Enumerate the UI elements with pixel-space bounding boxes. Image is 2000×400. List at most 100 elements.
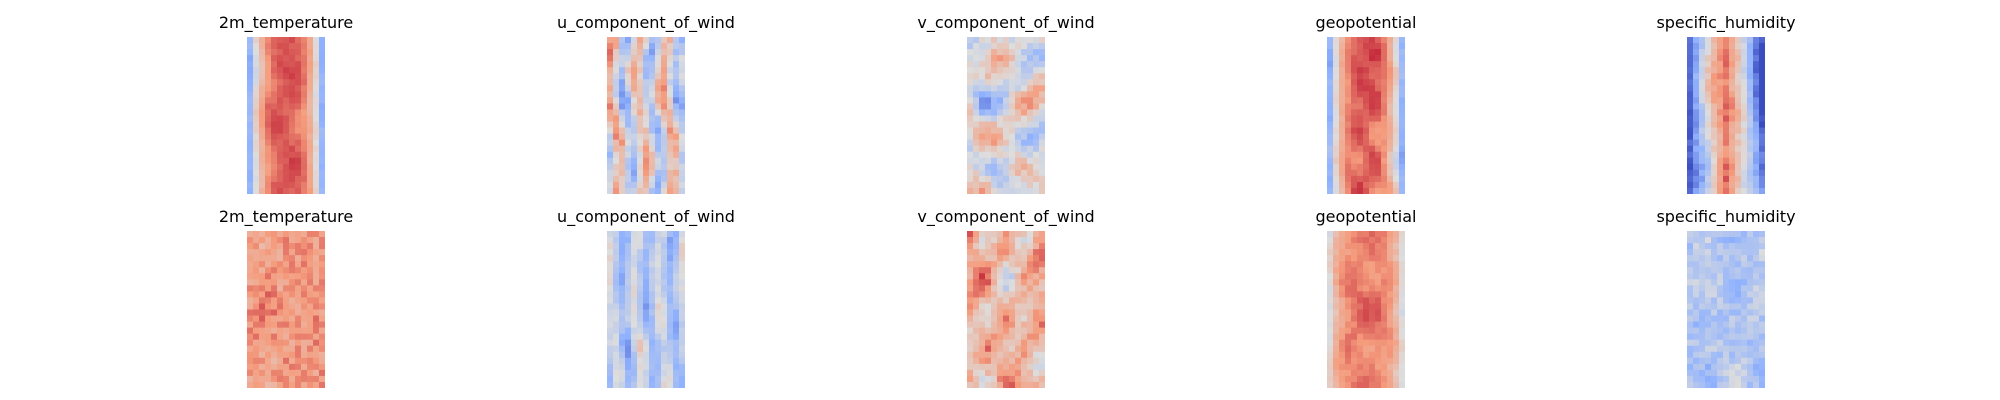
heatmap-cell	[1357, 255, 1364, 262]
heatmap-cell	[997, 273, 1004, 280]
heatmap-cell	[1039, 327, 1045, 335]
heatmap-cell	[1357, 291, 1364, 299]
heatmap-cell	[1705, 315, 1712, 323]
heatmap-cell	[1327, 297, 1334, 305]
heatmap-cell	[643, 309, 650, 317]
heatmap-cell	[1339, 333, 1346, 341]
heatmap-cell	[1387, 127, 1394, 135]
heatmap-cell	[283, 187, 290, 194]
heatmap-cell	[985, 79, 992, 86]
heatmap-cell	[1015, 187, 1022, 194]
heatmap-cell	[967, 255, 974, 262]
heatmap-cell	[625, 381, 632, 388]
heatmap-cell	[289, 127, 296, 135]
heatmap-cell	[1003, 327, 1010, 335]
heatmap-cell	[979, 43, 986, 50]
heatmap-cell	[1381, 187, 1388, 194]
heatmap-cell	[661, 333, 668, 341]
heatmap-cell	[253, 91, 260, 98]
heatmap-cell	[985, 115, 992, 123]
heatmap-cell	[1375, 345, 1382, 353]
heatmap-cell	[979, 279, 986, 286]
heatmap-cell	[667, 333, 674, 341]
heatmap-cell	[1351, 85, 1358, 92]
heatmap-cell	[319, 169, 325, 177]
heatmap-cell	[1039, 43, 1045, 50]
heatmap-cell	[1381, 133, 1388, 141]
heatmap-cell	[985, 67, 992, 74]
heatmap-cell	[1729, 37, 1736, 44]
heatmap-cell	[265, 345, 272, 353]
heatmap-cell	[295, 255, 302, 262]
heatmap-cell	[1693, 333, 1700, 341]
heatmap-cell	[301, 163, 308, 171]
heatmap-cell	[1687, 261, 1694, 268]
heatmap-cell	[247, 339, 254, 347]
heatmap-cell	[661, 249, 668, 256]
heatmap-cell	[295, 115, 302, 123]
heatmap-cell	[247, 369, 254, 377]
heatmap-cell	[1729, 139, 1736, 147]
heatmap-cell	[991, 139, 998, 147]
heatmap-cell	[613, 115, 620, 123]
heatmap-cell	[1741, 381, 1748, 388]
heatmap-cell	[679, 339, 685, 347]
heatmap-cell	[973, 73, 980, 80]
heatmap-cell	[1687, 37, 1694, 44]
heatmap-cell	[1717, 85, 1724, 92]
heatmap-cell	[1687, 181, 1694, 189]
heatmap-cell	[1705, 249, 1712, 256]
heatmap-cell	[991, 55, 998, 62]
heatmap-cell	[619, 279, 626, 286]
heatmap-cell	[1027, 151, 1034, 159]
heatmap-cell	[1039, 351, 1045, 359]
heatmap-cell	[1747, 321, 1754, 329]
heatmap-cell	[997, 231, 1004, 238]
heatmap-cell	[985, 91, 992, 98]
heatmap-cell	[1381, 37, 1388, 44]
heatmap-cell	[637, 73, 644, 80]
heatmap-cell	[265, 303, 272, 311]
heatmap-cell	[1339, 187, 1346, 194]
heatmap-cell	[247, 261, 254, 268]
heatmap-cell	[625, 145, 632, 153]
heatmap-cell	[1753, 85, 1760, 92]
heatmap-cell	[655, 121, 662, 129]
heatmap-cell	[1015, 67, 1022, 74]
heatmap-cell	[259, 127, 266, 135]
heatmap-cell	[265, 279, 272, 286]
heatmap-cell	[283, 237, 290, 244]
heatmap-cell	[613, 85, 620, 92]
heatmap-cell	[649, 327, 656, 335]
heatmap-cell	[1375, 351, 1382, 359]
heatmap-cell	[625, 103, 632, 111]
heatmap-cell	[967, 339, 974, 347]
heatmap-cell	[1015, 303, 1022, 311]
heatmap-cell	[625, 351, 632, 359]
heatmap-cell	[289, 151, 296, 159]
heatmap-cell	[1351, 91, 1358, 98]
panel-title: v_component_of_wind	[917, 13, 1095, 32]
heatmap-cell	[1027, 175, 1034, 183]
heatmap-cell	[319, 261, 325, 268]
heatmap-cell	[277, 309, 284, 317]
heatmap-cell	[1699, 261, 1706, 268]
heatmap-cell	[967, 375, 974, 383]
heatmap-cell	[1003, 255, 1010, 262]
heatmap-cell	[1339, 43, 1346, 50]
heatmap-cell	[607, 79, 614, 86]
heatmap-cell	[967, 169, 974, 177]
heatmap-cell	[1375, 375, 1382, 383]
heatmap-cell	[643, 55, 650, 62]
heatmap-cell	[967, 37, 974, 44]
heatmap-cell	[1387, 55, 1394, 62]
heatmap-cell	[313, 85, 320, 92]
heatmap-cell	[1021, 327, 1028, 335]
heatmap-cell	[307, 61, 314, 68]
heatmap-cell	[1363, 127, 1370, 135]
heatmap-cell	[1369, 145, 1376, 153]
heatmap-cell	[289, 273, 296, 280]
heatmap-cell	[1381, 381, 1388, 388]
heatmap-cell	[289, 55, 296, 62]
heatmap-cell	[997, 37, 1004, 44]
